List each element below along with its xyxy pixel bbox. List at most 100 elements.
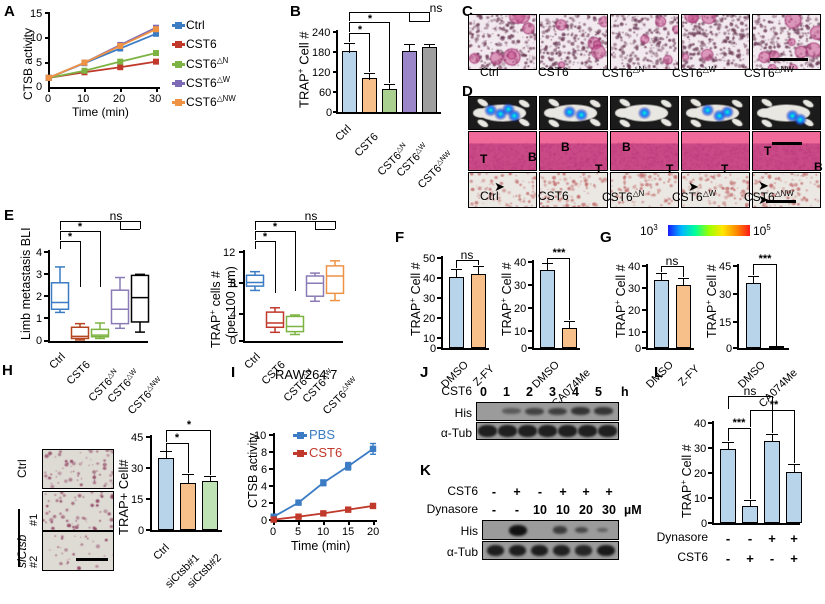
bli-image-5 xyxy=(752,96,821,130)
legend-item-cst6-dn: CST6△N xyxy=(186,57,228,71)
panel-l-cst6-4: + xyxy=(786,551,802,566)
sig-ns-e1: ns xyxy=(106,210,126,222)
panel-k-tub-blot xyxy=(482,541,619,560)
tissue-mark-T: T xyxy=(480,152,487,166)
panel-l-cst6-1: - xyxy=(720,551,736,566)
bar-f2-ca074me xyxy=(562,328,577,348)
panel-g: G TRAP+ Cell # 40 30 20 10 0 ns DMSO Z-F… xyxy=(600,228,825,363)
legend-item-cst6: CST6 xyxy=(186,37,217,51)
legend-i-cst6: CST6 xyxy=(309,445,342,460)
tissue-mark-T: T xyxy=(595,162,602,176)
sig-l-2: ** xyxy=(763,400,785,411)
legend-item-cst6-dnw: CST6△NW xyxy=(186,95,236,109)
panel-l-row-dynasore: Dynasore xyxy=(642,531,708,543)
micrograph-h-1 xyxy=(42,449,114,489)
panel-f: F TRAP+ Cell # 50 40 30 20 10 0 ns DMSO … xyxy=(395,228,600,363)
panel-k-cst6-3: - xyxy=(532,485,548,499)
caption-d-dw: CST6△W xyxy=(672,190,716,203)
panel-g1-ylabel: TRAP+ Cell # xyxy=(614,264,628,338)
bar-f2-dmso xyxy=(540,270,555,348)
bar-f-dmso xyxy=(449,277,464,348)
panel-b-label: B xyxy=(290,4,301,19)
panel-k-cst6-4: + xyxy=(555,485,571,499)
bli-image-3 xyxy=(610,96,679,130)
panel-h: H Ctrl #1 #2 siCtsb TRAP+ Cell# 45 30 15… xyxy=(0,363,235,575)
tissue-mark-T: T xyxy=(764,144,771,158)
panel-l: L TRAP+ Cell # 40 30 20 10 0 *** ** ns D… xyxy=(650,363,825,575)
scale-bar-d2 xyxy=(772,142,802,145)
caption-c-dnw: CST6△NW xyxy=(744,66,794,79)
bar-g2-ca074me xyxy=(769,346,784,348)
micrograph-h-2 xyxy=(42,491,114,531)
panel-k-cst6-6: + xyxy=(601,485,617,499)
tissue-mark-T: T xyxy=(721,162,728,176)
tissue-mark-B: B xyxy=(814,160,823,174)
caption-d-dn: CST6△N xyxy=(602,190,644,203)
micrograph-h-3 xyxy=(42,531,114,571)
caption-c-ctrl: Ctrl xyxy=(480,66,499,78)
caption-d-cst6: CST6 xyxy=(538,190,569,202)
panel-k-dynasore-1: - xyxy=(486,503,502,517)
bar-l-4 xyxy=(786,472,802,523)
panel-j-row-label: CST6 xyxy=(420,385,472,397)
panel-k-dynasore-3: 10 xyxy=(532,503,548,517)
panel-k-blot-his: His xyxy=(420,525,478,537)
panel-l-dynasore-2: - xyxy=(742,531,758,546)
panel-k-cst6-5: + xyxy=(578,485,594,499)
he-image-4 xyxy=(681,131,750,171)
bli-image-1 xyxy=(468,96,537,130)
bar-l-1 xyxy=(720,449,736,523)
bar-h-sictsb2 xyxy=(202,481,218,530)
panel-k-row-dynasore: Dynasore xyxy=(412,503,478,515)
panel-h-group-line xyxy=(18,509,20,567)
panel-b-ylabel: TRAP+ Cell # xyxy=(296,32,311,108)
bli-image-2 xyxy=(539,96,608,130)
panel-h-label: H xyxy=(2,363,13,378)
panel-k-cst6-1: - xyxy=(486,485,502,499)
panel-j-time-2: 2 xyxy=(526,385,533,399)
sig-bracket-3 xyxy=(349,12,429,13)
sig-h2: * xyxy=(180,420,198,431)
micrograph-c-2 xyxy=(539,14,608,70)
tissue-mark-T: T xyxy=(666,162,673,176)
panel-g-label: G xyxy=(600,230,612,245)
caption-d-dnw: CST6△NW xyxy=(744,190,794,203)
panel-l-label: L xyxy=(654,365,663,380)
sig-l-ns: ns xyxy=(739,385,761,397)
panel-j-time-5: 5 xyxy=(595,385,602,399)
panel-j-time-0: 0 xyxy=(480,385,487,399)
micrograph-c-3 xyxy=(610,14,679,70)
micrograph-c-1 xyxy=(468,14,537,70)
panel-f-label: F xyxy=(395,230,404,245)
xlabel-h-ctrl: Ctrl xyxy=(136,543,172,579)
xlabel-ctrl: Ctrl xyxy=(318,124,354,160)
panel-k-label: K xyxy=(420,463,431,478)
panel-j-label: J xyxy=(420,365,428,380)
bar-h-ctrl xyxy=(158,458,174,530)
bli-image-4 xyxy=(681,96,750,130)
micrograph-c-5 xyxy=(752,14,821,70)
he-image-1 xyxy=(468,131,537,171)
sig-l-1: *** xyxy=(728,418,750,429)
panel-c-captions: Ctrl CST6 CST6△N CST6△W CST6△NW xyxy=(460,64,825,82)
panel-l-ylabel: TRAP+ Cell # xyxy=(680,444,694,518)
panel-k: K CST6 Dynasore - + - + + + - -10 10 20 30 µM His α… xyxy=(420,463,650,575)
panel-l-dynasore-4: + xyxy=(786,531,802,546)
bar-h-sictsb1 xyxy=(180,483,196,530)
panel-j-unit: h xyxy=(621,385,629,399)
sig-ns-1: ns xyxy=(426,2,446,14)
panel-h-row-1: #1 xyxy=(29,514,41,526)
panel-k-blot-tub: α-Tub xyxy=(420,546,478,558)
panel-j-blot-his: His xyxy=(420,407,472,419)
scale-bar-c xyxy=(770,58,808,61)
panel-j-time-1: 1 xyxy=(503,385,510,399)
tissue-mark-B: B xyxy=(622,140,631,154)
caption-c-dn: CST6△N xyxy=(602,66,644,79)
bar-ctrl xyxy=(342,51,357,113)
micrograph-c-4 xyxy=(681,14,750,70)
sig-h1: * xyxy=(168,433,186,444)
bar-cst6-dnw xyxy=(422,47,437,113)
tissue-mark-B: B xyxy=(561,140,570,154)
panel-j: J CST6 012345h His α-Tub xyxy=(420,363,650,463)
bar-cst6 xyxy=(362,78,377,113)
